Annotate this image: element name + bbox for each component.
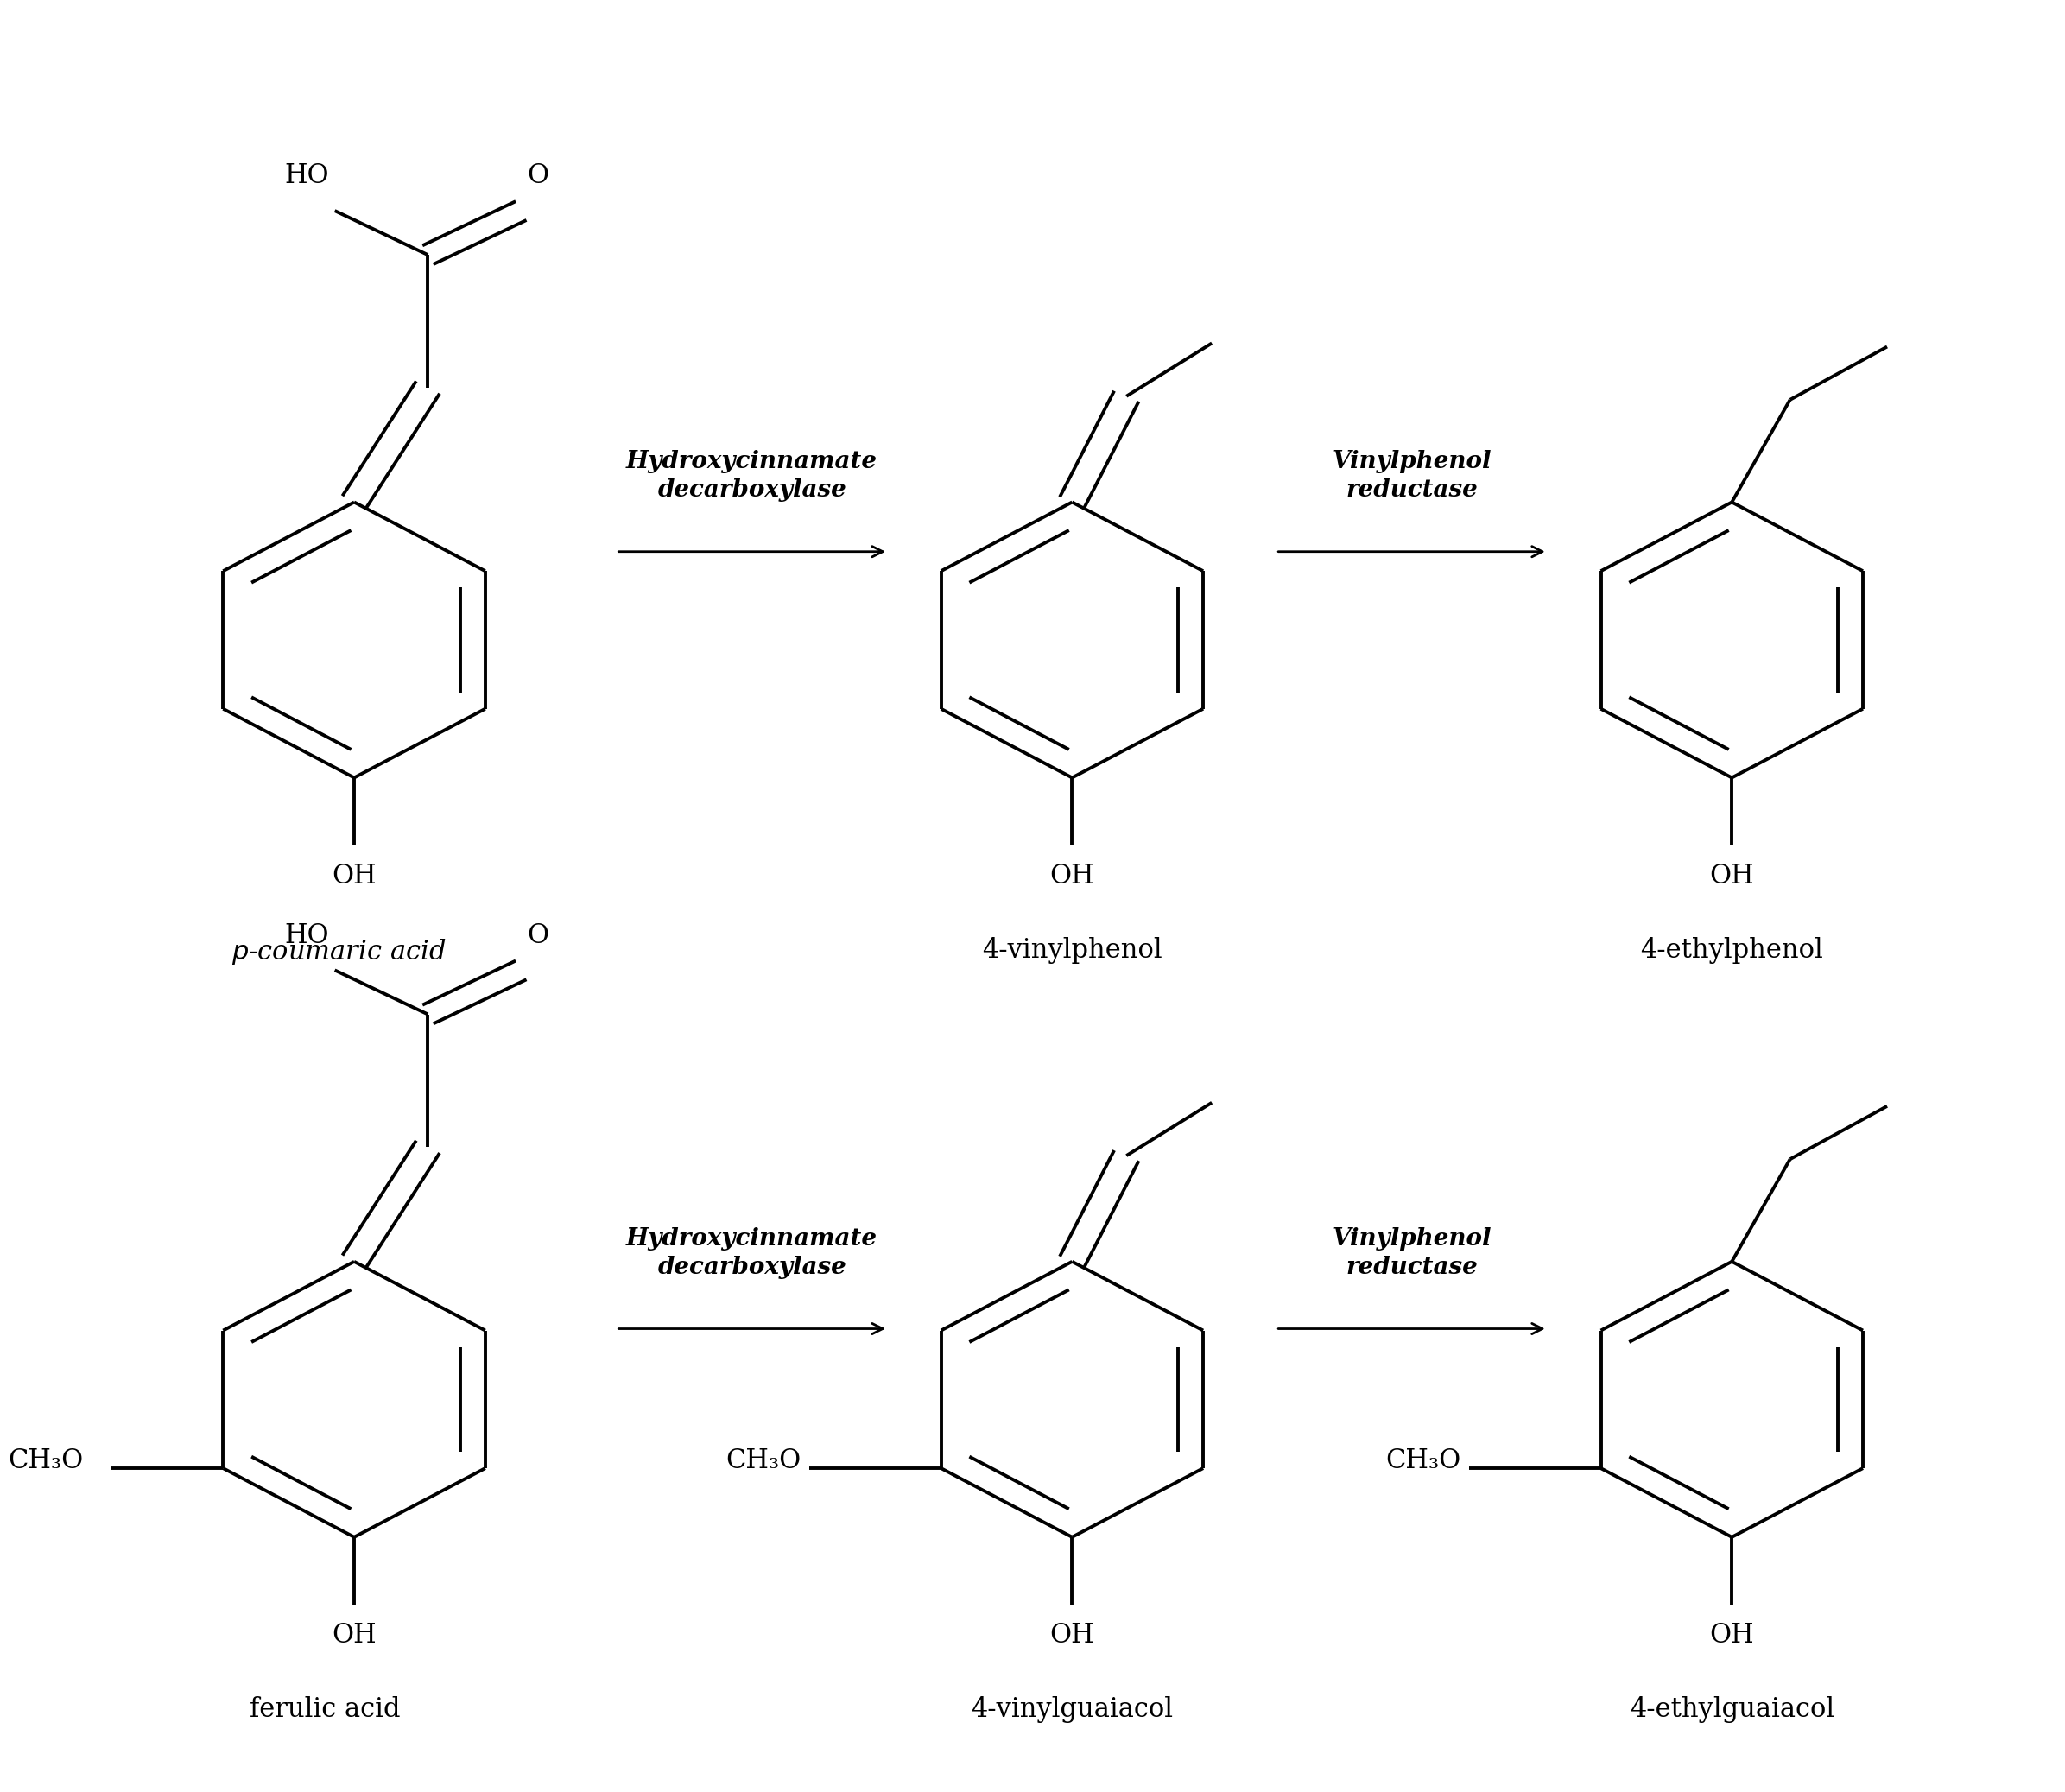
- Text: $p$-coumaric acid: $p$-coumaric acid: [231, 937, 446, 966]
- Text: 4-ethylguaiacol: 4-ethylguaiacol: [1629, 1695, 1834, 1722]
- Text: CH₃O: CH₃O: [727, 1448, 801, 1475]
- Text: O: O: [527, 923, 549, 950]
- Text: CH₃O: CH₃O: [8, 1448, 83, 1475]
- Text: HO: HO: [285, 163, 328, 190]
- Text: ferulic acid: ferulic acid: [250, 1695, 401, 1722]
- Text: 4-vinylphenol: 4-vinylphenol: [983, 937, 1163, 964]
- Text: 4-ethylphenol: 4-ethylphenol: [1640, 937, 1823, 964]
- Text: OH: OH: [1710, 1622, 1753, 1649]
- Text: CH₃O: CH₃O: [1386, 1448, 1462, 1475]
- Text: Vinylphenol
reductase: Vinylphenol reductase: [1332, 1228, 1491, 1279]
- Text: OH: OH: [332, 1622, 376, 1649]
- Text: OH: OH: [1710, 862, 1753, 889]
- Text: O: O: [527, 163, 549, 190]
- Text: OH: OH: [1049, 1622, 1094, 1649]
- Text: OH: OH: [332, 862, 376, 889]
- Text: OH: OH: [1049, 862, 1094, 889]
- Text: Hydroxycinnamate
decarboxylase: Hydroxycinnamate decarboxylase: [626, 1228, 878, 1279]
- Text: Vinylphenol
reductase: Vinylphenol reductase: [1332, 450, 1491, 502]
- Text: HO: HO: [285, 923, 328, 950]
- Text: 4-vinylguaiacol: 4-vinylguaiacol: [971, 1695, 1173, 1722]
- Text: Hydroxycinnamate
decarboxylase: Hydroxycinnamate decarboxylase: [626, 450, 878, 502]
